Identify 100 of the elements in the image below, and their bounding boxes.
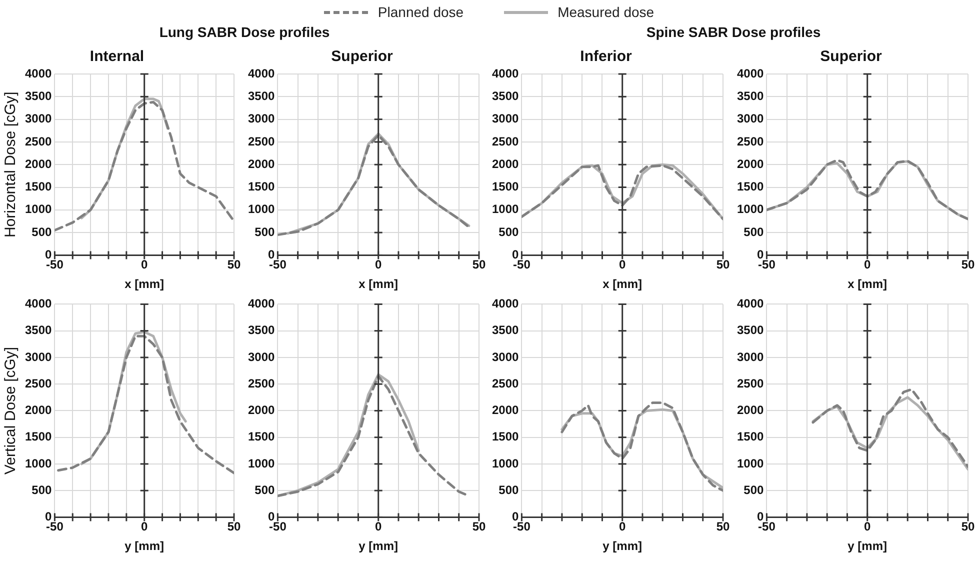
y-axis-title: Vertical Dose [cGy] — [2, 346, 20, 474]
text: Spine SABR Dose profiles — [645, 24, 822, 42]
y-tick-label: 4000 — [492, 296, 520, 311]
y-tick-label: 3000 — [247, 112, 275, 126]
y-tick-label: 3500 — [492, 323, 520, 338]
y-tick-label: 4000 — [24, 66, 52, 80]
x-tick-label: 50 — [960, 520, 974, 534]
y-tick-label: 1500 — [736, 430, 764, 444]
x-axis-title: y [mm] — [124, 539, 164, 554]
x-tick-label: 50 — [472, 520, 486, 534]
x-tick-label: 0 — [374, 258, 382, 272]
x-tick-label: 50 — [227, 258, 241, 272]
y-tick-label: 500 — [254, 224, 275, 239]
y-tick-label: 2500 — [24, 134, 52, 148]
legend-label: Measured dose — [558, 4, 654, 20]
x-tick-label: -50 — [513, 520, 531, 534]
y-tick-label: 3000 — [24, 350, 52, 364]
y-tick-label: 500 — [743, 224, 764, 239]
y-axis-title: Horizontal Dose [cGy] — [2, 92, 20, 238]
x-tick-label: 0 — [141, 258, 148, 272]
x-tick-label: 0 — [864, 258, 871, 272]
x-tick-label: 50 — [716, 520, 730, 534]
y-tick-label: 2500 — [247, 376, 275, 390]
x-axis-title: x [mm] — [358, 277, 398, 292]
x-tick-label: 0 — [374, 520, 382, 534]
y-tick-label: 1500 — [24, 430, 52, 444]
y-tick-label: 1500 — [492, 430, 520, 444]
y-tick-label: 2500 — [492, 134, 520, 148]
y-tick-label: 2000 — [492, 156, 520, 171]
x-axis-title: y [mm] — [602, 539, 642, 554]
y-tick-label: 3000 — [492, 350, 520, 364]
y-tick-label: 500 — [254, 482, 275, 497]
y-tick-label: 1500 — [24, 180, 52, 194]
y-tick-label: 2500 — [247, 134, 275, 148]
y-tick-label: 1000 — [24, 456, 52, 470]
y-tick-label: 2500 — [24, 376, 52, 390]
x-tick-label: -50 — [513, 258, 531, 272]
y-tick-label: 1000 — [247, 456, 275, 470]
chart-title: Superior — [330, 48, 392, 66]
x-tick-label: 50 — [227, 520, 241, 534]
y-tick-label: 500 — [498, 482, 520, 497]
y-tick-label: 3000 — [247, 350, 275, 364]
x-tick-label: -50 — [46, 258, 64, 272]
y-tick-label: 1000 — [24, 202, 52, 216]
y-tick-label: 3500 — [24, 88, 52, 103]
y-tick-label: 2000 — [736, 156, 764, 171]
x-tick-label: 0 — [864, 520, 871, 534]
y-tick-label: 3500 — [492, 88, 520, 103]
y-tick-label: 3500 — [24, 323, 52, 338]
y-tick-label: 1000 — [736, 202, 764, 216]
y-tick-label: 3000 — [492, 112, 520, 126]
y-tick-label: 2000 — [736, 403, 764, 418]
y-tick-label: 1000 — [247, 202, 275, 216]
y-tick-label: 500 — [743, 482, 764, 497]
y-tick-label: 2000 — [492, 403, 520, 418]
x-tick-label: 0 — [141, 520, 148, 534]
x-axis-title: y [mm] — [358, 539, 398, 554]
x-tick-label: 50 — [960, 258, 974, 272]
y-tick-label: 1000 — [492, 456, 520, 470]
x-tick-label: 50 — [472, 258, 486, 272]
y-tick-label: 500 — [32, 224, 52, 239]
y-tick-label: 1500 — [247, 430, 275, 444]
y-tick-label: 1000 — [492, 202, 520, 216]
y-tick-label: 2000 — [24, 403, 52, 418]
y-tick-label: 3500 — [736, 88, 764, 103]
y-tick-label: 1500 — [736, 180, 764, 194]
x-axis-title: x [mm] — [602, 277, 642, 292]
y-tick-label: 3500 — [247, 323, 275, 338]
x-tick-label: -50 — [46, 520, 64, 534]
y-tick-label: 1000 — [736, 456, 764, 470]
y-tick-label: 4000 — [736, 296, 764, 311]
x-axis-title: x [mm] — [124, 277, 164, 292]
y-tick-label: 2000 — [24, 156, 52, 171]
y-tick-label: 2500 — [492, 376, 520, 390]
y-tick-label: 3000 — [736, 350, 764, 364]
y-tick-label: 2500 — [736, 376, 764, 390]
x-axis-title: y [mm] — [847, 539, 887, 554]
y-tick-label: 4000 — [24, 296, 52, 311]
y-tick-label: 500 — [32, 482, 52, 497]
x-tick-label: 0 — [619, 520, 626, 534]
y-tick-label: 4000 — [492, 66, 520, 80]
y-tick-label: 2000 — [247, 156, 275, 171]
chart-title: Internal — [90, 48, 144, 66]
y-tick-label: 3500 — [247, 88, 275, 103]
y-tick-label: 500 — [498, 224, 520, 239]
legend-label: Planned dose — [378, 4, 464, 20]
y-tick-label: 4000 — [736, 66, 764, 80]
y-tick-label: 2000 — [247, 403, 275, 418]
chart-title: Inferior — [580, 48, 632, 66]
x-axis-title: x [mm] — [847, 277, 887, 292]
x-tick-label: 50 — [716, 258, 730, 272]
chart-title: Superior — [820, 48, 882, 66]
y-tick-label: 4000 — [247, 66, 275, 80]
x-tick-label: 0 — [619, 258, 626, 272]
y-tick-label: 1500 — [247, 180, 275, 194]
text: Lung SABR Dose profiles — [158, 24, 331, 42]
y-tick-label: 3000 — [24, 112, 52, 126]
y-tick-label: 2500 — [736, 134, 764, 148]
y-tick-label: 3000 — [736, 112, 764, 126]
y-tick-label: 1500 — [492, 180, 520, 194]
